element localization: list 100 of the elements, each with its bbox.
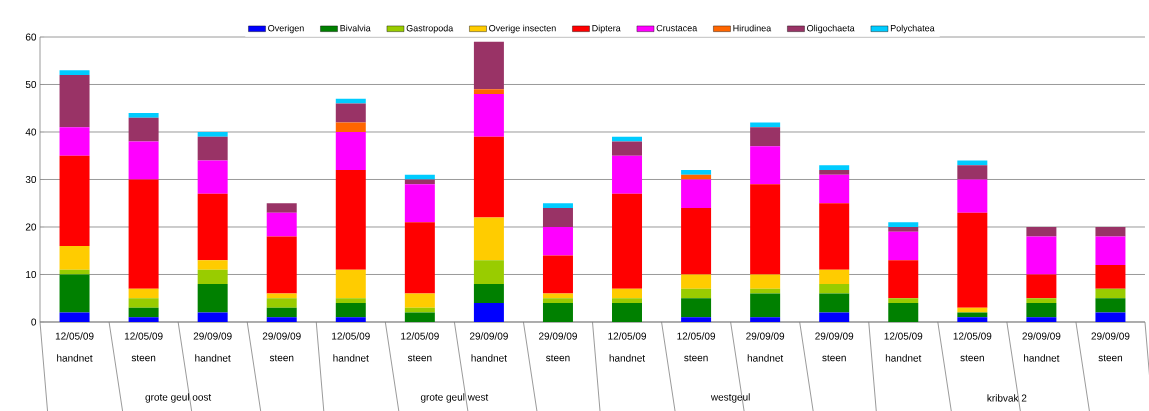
y-tick-label: 30 (25, 175, 37, 184)
bar (957, 165, 988, 180)
text: handnet (195, 354, 231, 362)
x-tick-label: 29/09/09 (815, 332, 854, 340)
bar (888, 298, 919, 303)
legend-label: Hirudinea (733, 24, 772, 32)
bar (266, 212, 297, 237)
bar (404, 184, 435, 223)
legend-label: Gastropoda (406, 24, 454, 34)
bar (888, 222, 919, 227)
bar (888, 302, 919, 322)
x-tick-label: 29/09/09 (1091, 332, 1130, 340)
bar (128, 298, 159, 308)
bar (197, 312, 228, 322)
text: steen (822, 354, 846, 362)
bar (612, 302, 643, 322)
bar (335, 298, 366, 303)
bar (819, 293, 850, 313)
bar (59, 245, 90, 270)
bar (473, 41, 504, 90)
bar (1026, 298, 1057, 303)
x-tick-label: 29/09/09 (193, 332, 232, 340)
bar (197, 132, 228, 137)
text: handnet (57, 354, 93, 362)
x-tick-label: 12/05/09 (124, 332, 163, 340)
bar (197, 136, 228, 161)
bar (542, 203, 573, 208)
x-tick-label: 12/05/09 (332, 332, 370, 340)
bar (335, 122, 366, 132)
bar (266, 236, 297, 294)
bar (1095, 226, 1126, 237)
x-tick-label: 12/05/09 (55, 332, 94, 340)
x-tick-label: 12/05/09 (401, 332, 439, 340)
bar (681, 207, 712, 275)
bar (957, 160, 988, 166)
bar (473, 302, 504, 322)
bar (335, 132, 366, 170)
bar (819, 169, 850, 175)
bar (681, 274, 712, 289)
bar (957, 212, 988, 308)
bar (542, 255, 573, 294)
text: steen (269, 354, 294, 362)
bar (128, 117, 159, 142)
x-tick-label: 12/05/09 (884, 332, 923, 340)
bar (197, 160, 228, 194)
bar (473, 260, 504, 284)
bar (888, 260, 919, 299)
bar (612, 193, 643, 289)
bar (266, 293, 297, 299)
x-tick-label: 29/09/09 (469, 332, 508, 340)
legend-label: Crustacea (656, 24, 698, 32)
bar (59, 127, 90, 156)
bar (819, 283, 850, 294)
text: steen (684, 354, 708, 362)
bar (681, 298, 712, 318)
bar (1026, 274, 1057, 299)
text: grote geul west (420, 393, 489, 403)
bar (957, 317, 988, 322)
text: steen (131, 354, 156, 362)
x-tick-label: 12/05/09 (677, 332, 716, 340)
bar (335, 317, 366, 322)
bar (1095, 264, 1126, 289)
bar (266, 203, 297, 213)
bar (128, 317, 159, 322)
bar (1095, 288, 1126, 299)
bar (750, 274, 781, 289)
y-tick-label: 20 (25, 223, 37, 231)
bar (404, 222, 435, 294)
text: handnet (333, 354, 369, 362)
bar (335, 169, 366, 270)
bar (750, 293, 781, 318)
y-tick-label: 40 (25, 128, 37, 136)
x-tick-label: 29/09/09 (1022, 332, 1061, 340)
y-tick-label: 50 (25, 80, 37, 89)
bar (1026, 236, 1057, 275)
bar (266, 298, 297, 308)
x-tick-label: 29/09/09 (539, 332, 577, 340)
bar (750, 146, 781, 185)
bar (819, 269, 850, 284)
bar (750, 317, 781, 322)
bar (888, 231, 919, 261)
bar (59, 70, 90, 75)
bar (612, 298, 643, 303)
bar (957, 312, 988, 318)
bar (59, 75, 90, 128)
bar (335, 269, 366, 299)
text: handnet (747, 354, 784, 362)
bar (404, 179, 435, 185)
bar (473, 283, 504, 303)
bar (1095, 312, 1126, 322)
legend-label: Oligochaeta (807, 24, 855, 34)
x-tick-label: 12/05/09 (953, 332, 992, 340)
x-tick-label: 29/09/09 (746, 332, 785, 340)
bar (128, 288, 159, 299)
bar (266, 317, 297, 322)
x-tick-label: 12/05/09 (608, 332, 647, 340)
bar (681, 288, 712, 299)
bar (957, 179, 988, 213)
bar (335, 103, 366, 123)
y-tick-label: 10 (26, 270, 37, 279)
